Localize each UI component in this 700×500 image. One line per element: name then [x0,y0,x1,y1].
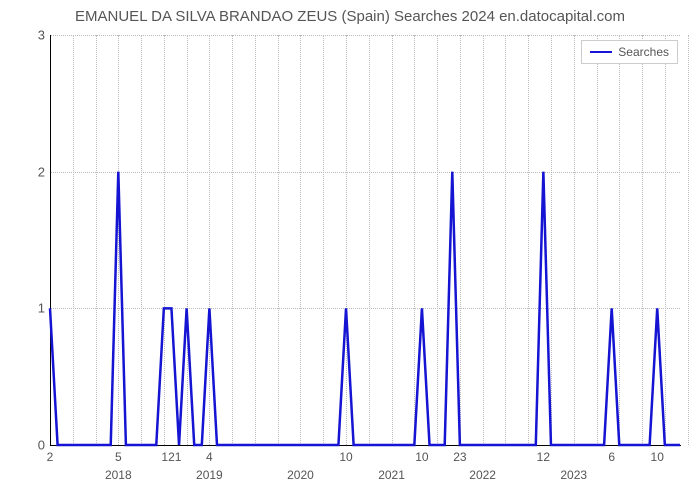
chart-container: EMANUEL DA SILVA BRANDAO ZEUS (Spain) Se… [0,0,700,500]
chart-title: EMANUEL DA SILVA BRANDAO ZEUS (Spain) Se… [0,8,700,25]
legend-swatch [590,51,612,53]
series-line [50,172,680,445]
line-plot [50,35,680,445]
legend-label: Searches [618,45,669,59]
legend: Searches [581,40,678,64]
